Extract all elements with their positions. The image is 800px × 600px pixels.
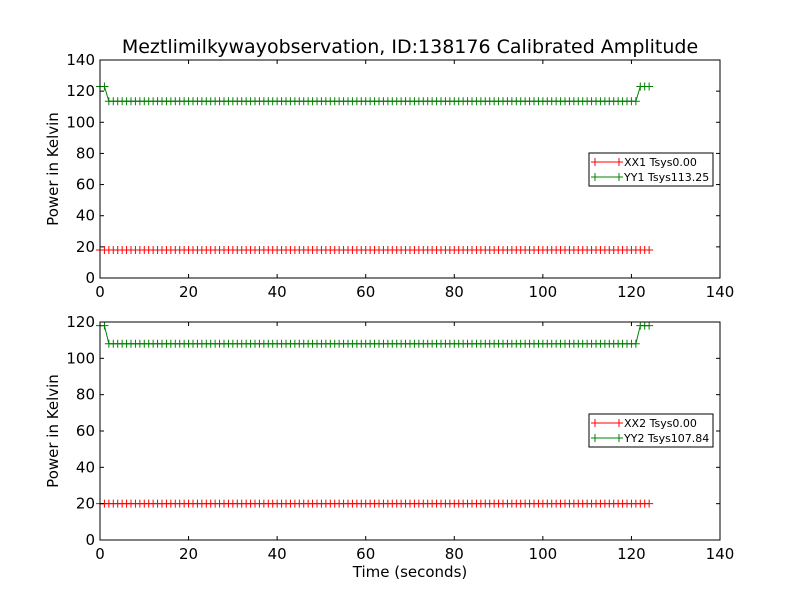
y-tick-label: 40 <box>76 207 95 225</box>
data-point-marker <box>631 97 640 106</box>
y-axis-label: Power in Kelvin <box>44 374 62 488</box>
legend-marker <box>615 434 623 442</box>
x-tick-label: 20 <box>179 545 198 563</box>
legend-entry-label: XX2 Tsys0.00 <box>624 417 697 430</box>
data-point-marker <box>645 321 654 330</box>
y-tick-label: 0 <box>85 269 95 287</box>
data-point-marker <box>631 339 640 348</box>
series-xx <box>96 499 654 508</box>
x-tick-label: 40 <box>268 283 287 301</box>
legend-box <box>588 413 714 448</box>
x-tick-label: 140 <box>706 283 735 301</box>
top-subplot: 0 20 40 60 80 100 120 140 0 20 40 60 80 100 120 140 Powe… <box>44 51 734 301</box>
x-tick-label: 60 <box>356 283 375 301</box>
legend-box <box>588 152 714 187</box>
y-tick-label: 20 <box>76 495 95 513</box>
series-yy <box>96 321 654 348</box>
data-point-marker <box>645 245 654 254</box>
data-point-marker <box>645 82 654 91</box>
x-tick-label: 120 <box>617 283 646 301</box>
x-tick-label: 0 <box>95 283 105 301</box>
legend-entry-label: YY1 Tsys113.25 <box>623 171 709 184</box>
axes-frame <box>99 59 721 279</box>
x-tick-label: 60 <box>356 545 375 563</box>
y-tick-label: 140 <box>66 51 95 69</box>
y-tick-label: 100 <box>66 113 95 131</box>
bottom-subplot: 0 20 40 60 80 100 120 140 0 20 40 60 80 100 120 Power i… <box>44 313 734 581</box>
y-tick-label: 60 <box>76 176 95 194</box>
legend: XX2 Tsys0.00 YY2 Tsys107.84 <box>588 413 714 448</box>
series-xx <box>96 245 654 254</box>
x-tick-label: 120 <box>617 545 646 563</box>
legend-marker <box>591 434 599 442</box>
y-tick-label: 100 <box>66 349 95 367</box>
legend-entry-label: XX1 Tsys0.00 <box>624 156 697 169</box>
legend-marker <box>615 173 623 181</box>
x-tick-label: 80 <box>445 283 464 301</box>
y-tick-label: 80 <box>76 144 95 162</box>
data-point-marker <box>645 499 654 508</box>
y-axis-label: Power in Kelvin <box>44 112 62 226</box>
legend-marker <box>615 419 623 427</box>
x-tick-label: 40 <box>268 545 287 563</box>
legend-marker <box>615 158 623 166</box>
data-point-marker <box>100 82 109 91</box>
y-tick-label: 80 <box>76 386 95 404</box>
x-tick-label: 80 <box>445 545 464 563</box>
y-tick-label: 120 <box>66 82 95 100</box>
x-tick-label: 140 <box>706 545 735 563</box>
y-tick-label: 20 <box>76 238 95 256</box>
legend-entry-label: YY2 Tsys107.84 <box>623 432 709 445</box>
y-tick-label: 120 <box>66 313 95 331</box>
y-tick-label: 40 <box>76 458 95 476</box>
data-point-marker <box>100 321 109 330</box>
figure-title: Meztlimilkywayobservation, ID:138176 Cal… <box>122 36 698 58</box>
x-tick-label: 0 <box>95 545 105 563</box>
y-tick-label: 0 <box>85 531 95 549</box>
x-tick-label: 100 <box>529 545 558 563</box>
legend-marker <box>591 419 599 427</box>
x-axis-label: Time (seconds) <box>352 563 468 581</box>
x-tick-label: 20 <box>179 283 198 301</box>
legend-marker <box>591 158 599 166</box>
y-tick-label: 60 <box>76 422 95 440</box>
legend-marker <box>591 173 599 181</box>
x-tick-label: 100 <box>529 283 558 301</box>
legend: XX1 Tsys0.00 YY1 Tsys113.25 <box>588 152 714 187</box>
